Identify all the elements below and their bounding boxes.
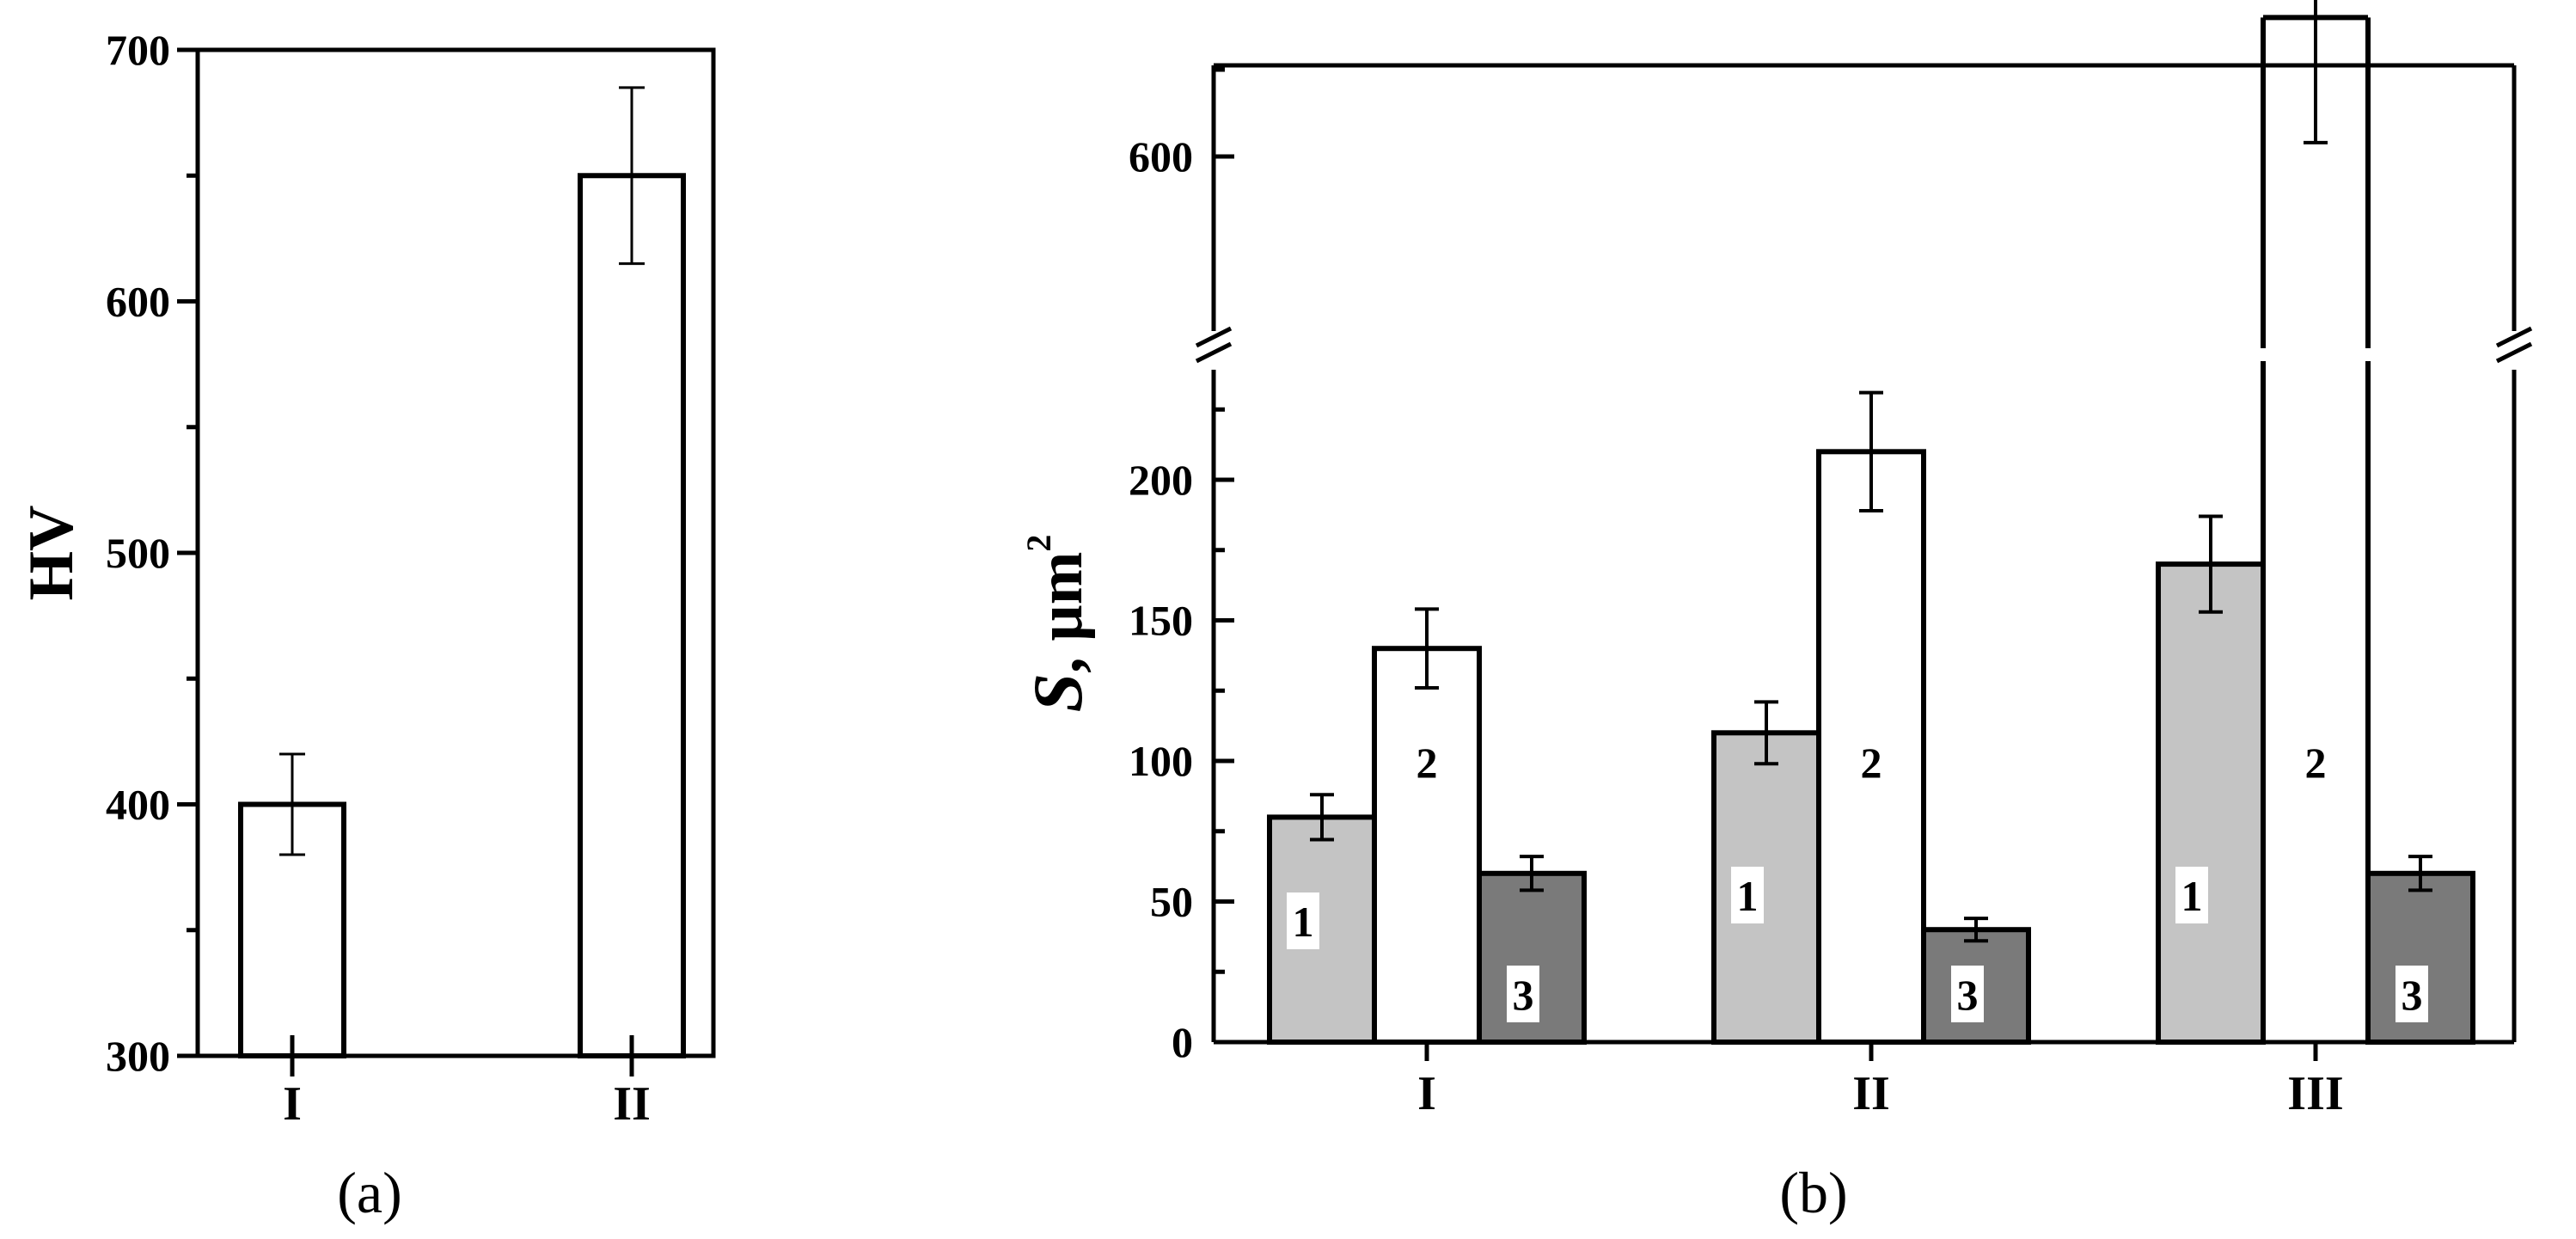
y-tick-label-b: 200: [1129, 456, 1193, 504]
y-tick-label-b: 700: [1129, 0, 1193, 7]
bar-b-III-1: [2156, 561, 2266, 1045]
y-tick-label-a: 300: [106, 1032, 170, 1080]
bar-b-I-2: [1372, 646, 1482, 1045]
y-tick-label-b: 600: [1129, 132, 1193, 181]
bar-label-1: 1: [1737, 872, 1759, 920]
bar-label-2: 2: [1861, 739, 1882, 787]
bar-label-bg: [1951, 966, 1984, 1022]
bar-label-3: 3: [2402, 971, 2423, 1019]
bar-label-bg: [2395, 966, 2428, 1022]
bar-a-II: [578, 173, 686, 1058]
y-tick-label-a: 700: [106, 26, 170, 74]
x-tick-label-b: I: [1417, 1067, 1436, 1120]
y-axis-label-symbol: S: [1019, 673, 1097, 713]
bar-label-bg: [2299, 733, 2332, 790]
bar-label-2: 2: [1416, 739, 1438, 787]
y-tick-label-a: 400: [106, 781, 170, 829]
y-tick-label-a: 600: [106, 278, 170, 326]
y-tick-label-b: 0: [1172, 1018, 1193, 1066]
bar-b-I-1: [1267, 814, 1377, 1046]
bar-label-bg: [1507, 966, 1539, 1022]
chart-b: 111222333IIIIII050100150200600700S, µm2(…: [1019, 0, 2533, 1225]
bar-label-3: 3: [1957, 971, 1979, 1019]
y-axis-label-exponent: 2: [1019, 535, 1058, 552]
bar-label-3: 3: [1513, 971, 1534, 1019]
x-tick-label-b: III: [2287, 1067, 2343, 1120]
y-axis-label-b: S, µm2: [1019, 535, 1097, 713]
panel-label-b: (b): [1779, 1160, 1847, 1225]
bar-label-1: 1: [2181, 872, 2203, 920]
y-axis-label-a: HV: [16, 506, 87, 601]
y-tick-label-b: 150: [1129, 597, 1193, 645]
x-tick-label-a: II: [613, 1077, 651, 1131]
bar-b-III-2: [2263, 17, 2368, 1042]
bar-b-II-1: [1711, 730, 1821, 1045]
y-tick-label-a: 500: [106, 529, 170, 577]
x-tick-label-a: I: [283, 1077, 302, 1131]
bar-label-2: 2: [2305, 739, 2327, 787]
y-tick-label-b: 50: [1150, 878, 1193, 926]
bar-label-bg: [2175, 867, 2208, 923]
y-axis-label-unit: , µm: [1025, 552, 1096, 673]
y-tick-label-b: 100: [1129, 737, 1193, 785]
bar-label-bg: [1731, 867, 1764, 923]
bar-label-bg: [1855, 733, 1888, 790]
bar-label-bg: [1410, 733, 1443, 790]
axis-break-mark-b: [2495, 326, 2533, 348]
axis-break-mark-b: [2495, 341, 2533, 364]
bar-label-1: 1: [1293, 898, 1314, 946]
bar-label-bg: [1287, 892, 1319, 949]
x-tick-label-b: II: [1852, 1067, 1890, 1120]
axis-break-mark-b: [1195, 341, 1233, 364]
axis-break-mark-b: [1195, 326, 1233, 348]
panel-label-a: (a): [337, 1160, 401, 1225]
